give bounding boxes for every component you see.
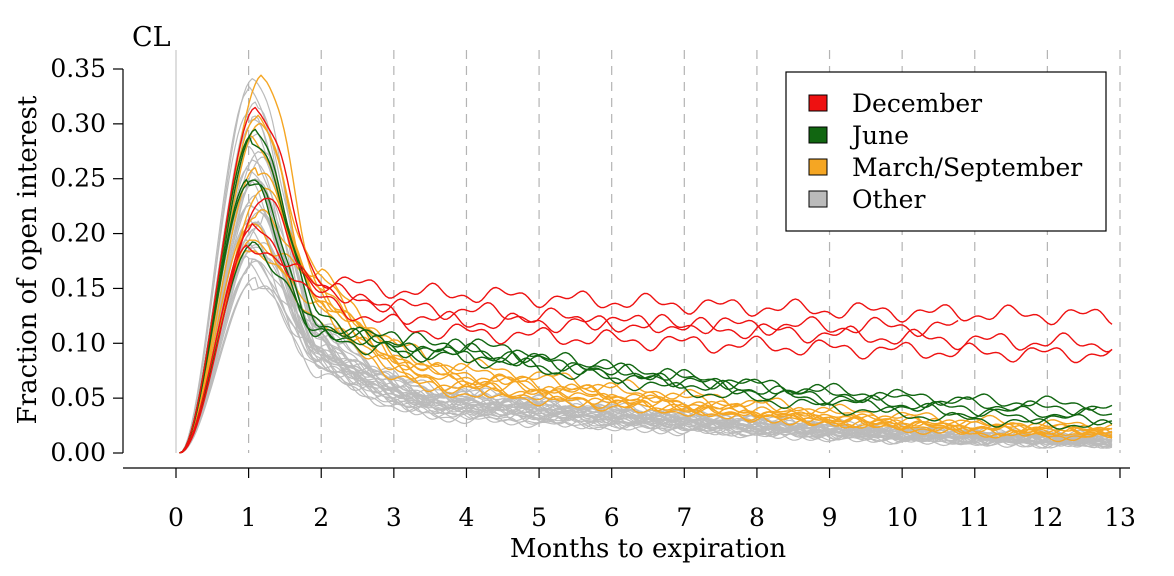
chart-title: CL: [132, 22, 171, 53]
series-line-june: [179, 241, 1113, 454]
x-tick-label: 5: [531, 503, 547, 532]
y-tick-label: 0.15: [50, 273, 106, 302]
x-tick-label: 3: [386, 503, 402, 532]
series-line-other: [179, 276, 1113, 454]
series-line-marsep: [179, 187, 1113, 454]
legend-label-june: June: [849, 121, 909, 150]
series-line-december: [179, 197, 1113, 454]
legend-swatch-december: [808, 94, 828, 112]
y-tick-label: 0.10: [50, 328, 106, 357]
x-tick-label: 13: [1104, 503, 1136, 532]
y-tick-label: 0.20: [50, 219, 106, 248]
y-tick-label: 0.00: [50, 438, 106, 467]
series-line-other: [179, 283, 1113, 454]
series-line-marsep: [179, 239, 1113, 454]
legend-swatch-other: [808, 190, 828, 208]
axes: 0 1 2 3 4 5 6 7 8 9 10 11 12 130.000.050.100.150.200.…: [50, 54, 1136, 532]
series-line-marsep: [179, 114, 1113, 454]
x-tick-label: 2: [313, 503, 329, 532]
x-tick-label: 7: [676, 503, 692, 532]
x-tick-label: 0: [168, 503, 184, 532]
legend-swatch-june: [808, 126, 828, 144]
legend: December June March/September Other: [785, 71, 1107, 232]
legend-label-marsep: March/September: [852, 153, 1082, 182]
legend-swatch-marsep: [808, 158, 828, 176]
legend-label-other: Other: [852, 185, 925, 214]
y-tick-label: 0.30: [50, 109, 106, 138]
x-tick-label: 4: [459, 503, 475, 532]
series-line-marsep: [179, 223, 1113, 454]
x-tick-label: 8: [749, 503, 765, 532]
x-axis-label: Months to expiration: [510, 534, 787, 564]
series-line-december: [179, 244, 959, 454]
x-tick-label: 9: [822, 503, 838, 532]
y-tick-label: 0.25: [50, 164, 106, 193]
y-tick-label: 0.35: [50, 54, 106, 83]
x-tick-label: 12: [1031, 503, 1063, 532]
x-tick-label: 11: [959, 503, 991, 532]
series-line-june: [179, 179, 1098, 454]
legend-label-december: December: [852, 89, 982, 118]
y-tick-label: 0.05: [50, 383, 106, 412]
series-layer: [179, 74, 1113, 454]
series-line-december: [179, 222, 1113, 454]
series-line-marsep: [179, 167, 1113, 454]
x-tick-label: 10: [886, 503, 918, 532]
series-line-other: [179, 239, 1113, 454]
x-tick-label: 1: [241, 503, 257, 532]
y-axis-label: Fraction of open interest: [13, 95, 43, 424]
legend-box: [785, 71, 1107, 232]
x-tick-label: 6: [604, 503, 620, 532]
